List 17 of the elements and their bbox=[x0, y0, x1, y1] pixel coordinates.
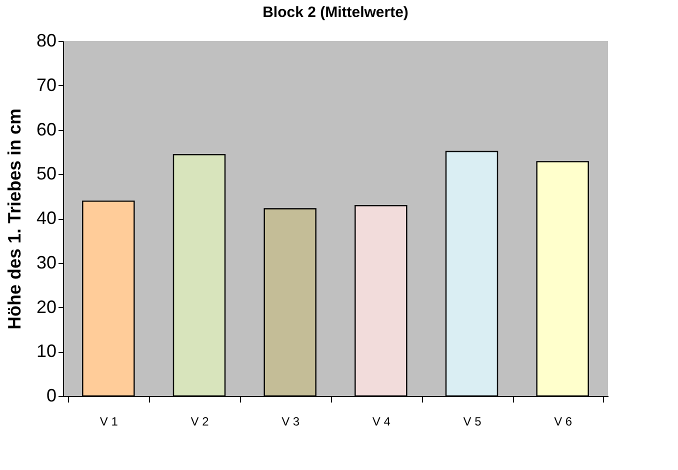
y-tick-label: 0 bbox=[46, 386, 56, 406]
y-tick-label: 30 bbox=[36, 252, 56, 272]
y-tick-label: 80 bbox=[36, 30, 56, 50]
x-tick-label: V 3 bbox=[282, 414, 300, 428]
y-tick-label: 10 bbox=[36, 341, 56, 362]
y-tick-label: 70 bbox=[36, 74, 56, 95]
x-tick-label: V 5 bbox=[463, 414, 482, 428]
x-tick-label: V 4 bbox=[372, 414, 391, 428]
chart-title: Block 2 (Mittelwerte) bbox=[262, 4, 408, 21]
y-tick-label: 20 bbox=[36, 296, 56, 317]
y-tick-label: 60 bbox=[36, 119, 56, 140]
x-tick-label: V 1 bbox=[100, 414, 118, 428]
x-tick-label: V 6 bbox=[554, 414, 572, 428]
y-axis-title: Höhe des 1. Triebes in cm bbox=[4, 108, 24, 330]
x-tick-label: V 2 bbox=[190, 414, 210, 428]
y-tick-label: 40 bbox=[36, 208, 56, 228]
y-tick-label: 50 bbox=[36, 164, 56, 184]
